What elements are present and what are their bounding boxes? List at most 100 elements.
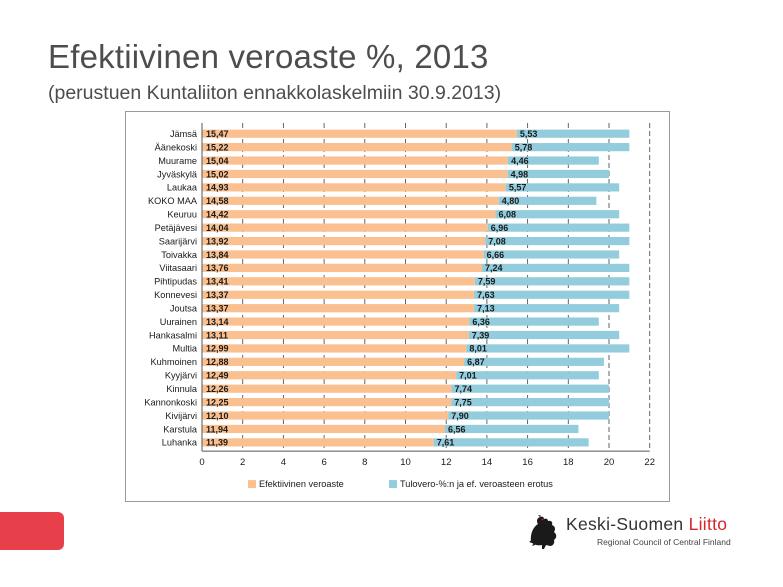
bar-series1 — [202, 330, 469, 340]
bar-series2 — [516, 129, 630, 138]
bar-series2 — [451, 384, 609, 393]
data-label-series1: 12,49 — [206, 371, 229, 381]
data-label-series2: 5,57 — [509, 183, 527, 193]
keski-suomen-liitto-logo: Keski-Suomen Liitto Regional Council of … — [526, 512, 776, 552]
bar-series1 — [202, 250, 484, 259]
category-label: Toivakka — [161, 250, 198, 260]
data-label-series1: 12,99 — [206, 344, 229, 354]
bar-series2 — [485, 236, 630, 246]
data-label-series1: 11,94 — [206, 424, 228, 434]
data-label-series2: 6,08 — [498, 210, 516, 220]
bar-series1 — [202, 304, 475, 313]
data-label-series1: 13,76 — [206, 263, 229, 273]
bar-series1 — [202, 438, 434, 447]
bar-series1 — [202, 263, 483, 273]
category-label: Karstula — [163, 424, 198, 434]
category-label: Kuhmoinen — [151, 357, 197, 367]
data-label-series1: 14,58 — [206, 196, 229, 206]
capercaillie-icon — [529, 515, 557, 549]
bar-series2 — [474, 304, 620, 313]
data-label-series1: 14,04 — [206, 223, 229, 233]
bar-series2 — [464, 357, 604, 366]
data-label-series1: 13,37 — [206, 303, 229, 313]
data-label-series2: 4,80 — [502, 196, 520, 206]
bar-series2 — [483, 250, 620, 259]
bar-series2 — [466, 344, 630, 353]
bar-series1 — [202, 129, 517, 138]
data-label-series1: 11,39 — [206, 438, 228, 448]
x-tick-label: 10 — [400, 457, 411, 468]
category-label: KOKO MAA — [148, 196, 198, 206]
bar-chart: Jämsä 15,47 5,53 Äänekoski 15,22 5,78 Muurame 1… — [144, 123, 655, 489]
bar-series2 — [456, 371, 599, 380]
category-label: Muurame — [158, 156, 197, 166]
bar-series2 — [498, 196, 597, 205]
x-tick-label: 4 — [281, 457, 286, 468]
x-tick-label: 8 — [362, 457, 367, 468]
data-label-series2: 4,46 — [511, 156, 529, 166]
bar-series1 — [202, 236, 486, 246]
bar-series2 — [508, 156, 599, 165]
x-tick-label: 14 — [482, 457, 493, 468]
category-label: Kannonkoski — [144, 397, 197, 407]
legend-swatch-series1 — [248, 480, 256, 489]
data-label-series1: 13,92 — [206, 236, 229, 246]
data-label-series2: 7,01 — [459, 371, 477, 381]
category-label: Petäjävesi — [155, 223, 197, 233]
bar-series1 — [202, 424, 445, 434]
x-tick-label: 20 — [604, 457, 615, 468]
category-label: Multia — [172, 344, 197, 354]
legend-label-series2: Tulovero-%:n ja ef. veroasteen erotus — [400, 479, 553, 489]
data-label-series2: 7,63 — [477, 290, 495, 300]
category-label: Viitasaari — [159, 263, 197, 273]
category-label: Kyyjärvi — [165, 371, 197, 381]
bar-series1 — [202, 210, 496, 219]
logo-subtitle: Regional Council of Central Finland — [597, 537, 731, 547]
bar-series1 — [202, 371, 457, 380]
category-label: Kinnula — [166, 384, 198, 394]
legend-swatch-series2 — [389, 480, 397, 489]
data-label-series2: 6,96 — [491, 223, 509, 233]
data-label-series1: 13,37 — [206, 290, 229, 300]
data-label-series1: 14,93 — [206, 183, 229, 193]
data-label-series2: 6,36 — [472, 317, 490, 327]
bar-series2 — [468, 330, 620, 340]
bar-series2 — [448, 411, 609, 420]
bar-series2 — [469, 317, 599, 326]
data-label-series2: 5,78 — [515, 142, 533, 152]
bar-series1 — [202, 344, 467, 353]
category-label: Kivijärvi — [165, 411, 197, 421]
category-label: Konnevesi — [154, 290, 197, 300]
x-tick-label: 0 — [199, 457, 204, 468]
bar-series1 — [202, 169, 508, 179]
bar-series1 — [202, 398, 452, 407]
data-label-series2: 6,66 — [487, 250, 505, 260]
data-label-series1: 15,02 — [206, 169, 229, 179]
data-label-series2: 6,87 — [467, 357, 485, 367]
bar-series2 — [482, 263, 630, 273]
data-label-series2: 7,13 — [477, 303, 495, 313]
bar-series1 — [202, 183, 506, 192]
category-label: Keuruu — [167, 210, 197, 220]
logo-name-part2: Liitto — [688, 514, 728, 534]
bar-series1 — [202, 357, 465, 366]
data-label-series1: 15,22 — [206, 142, 229, 152]
category-label: Jyväskylä — [157, 169, 198, 179]
logo-name: Keski-Suomen Liitto — [566, 514, 727, 535]
category-label: Äänekoski — [155, 142, 197, 152]
bar-series1 — [202, 143, 512, 152]
data-label-series2: 7,75 — [454, 397, 472, 407]
bar-series2 — [451, 398, 609, 407]
legend-label-series1: Efektiivinen veroaste — [259, 479, 344, 489]
data-label-series1: 13,11 — [206, 330, 228, 340]
slide-subtitle: (perustuen Kuntaliiton ennakkolaskelmiin… — [48, 82, 502, 104]
red-accent-tab — [0, 512, 64, 550]
category-label: Laukaa — [167, 183, 198, 193]
bar-series1 — [202, 196, 499, 205]
data-label-series2: 8,01 — [469, 344, 487, 354]
x-tick-label: 16 — [522, 457, 533, 468]
category-label: Pihtipudas — [154, 277, 197, 287]
bar-series2 — [474, 290, 630, 299]
category-label: Joutsa — [170, 303, 198, 313]
bar-series1 — [202, 411, 449, 420]
